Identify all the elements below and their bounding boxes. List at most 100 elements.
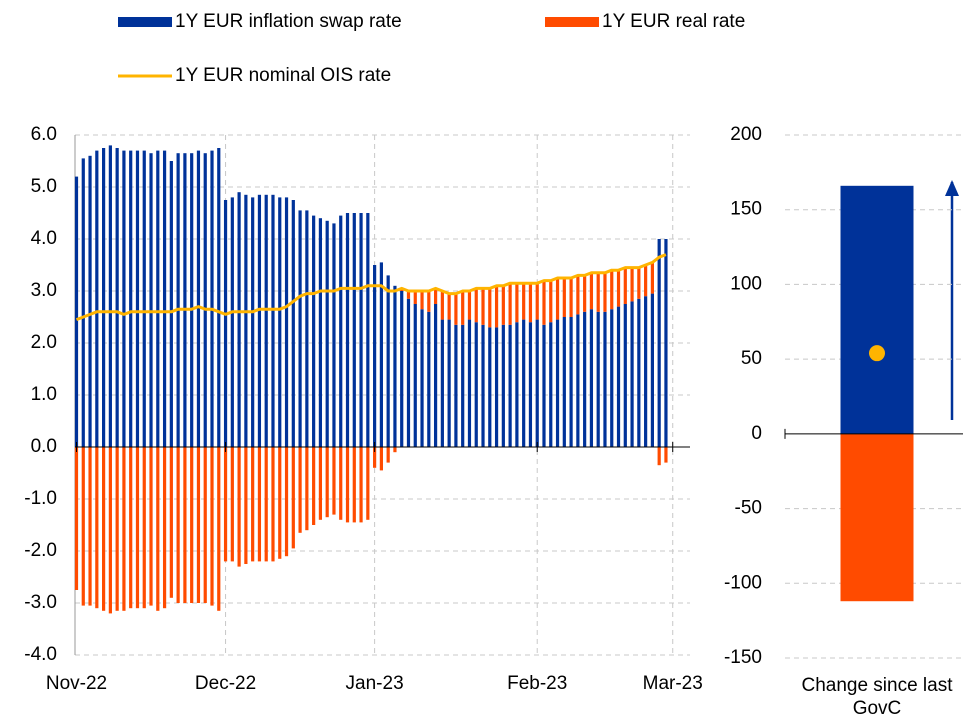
bar: [217, 148, 221, 447]
bar: [461, 324, 465, 447]
bar: [840, 185, 914, 434]
bar: [420, 291, 424, 310]
bar: [284, 447, 289, 557]
bar: [488, 327, 492, 447]
bar: [454, 293, 458, 325]
bar: [474, 288, 478, 323]
bar: [149, 153, 153, 447]
bar: [467, 319, 472, 447]
bar: [427, 311, 431, 447]
bar: [386, 275, 390, 447]
y-tick-label: 150: [730, 199, 762, 220]
bar: [528, 283, 533, 323]
y-tick-label: -100: [724, 572, 762, 593]
bar: [366, 213, 370, 447]
bar: [237, 192, 241, 447]
y-tick-label: -3.0: [24, 592, 57, 613]
bar: [616, 270, 621, 307]
y-tick-label: 0.0: [31, 436, 57, 457]
bar: [610, 270, 614, 310]
bar: [664, 447, 668, 463]
bar: [515, 283, 519, 323]
bar: [122, 447, 126, 611]
bar: [339, 447, 343, 520]
bar: [237, 447, 241, 567]
bar: [203, 153, 207, 447]
bar: [298, 447, 302, 533]
bar: [156, 447, 160, 611]
bar: [569, 317, 573, 447]
bar: [81, 158, 85, 447]
bar: [95, 150, 99, 447]
bar: [488, 288, 492, 328]
bar: [217, 447, 221, 611]
bar: [420, 309, 424, 447]
bar: [562, 278, 566, 317]
bar: [210, 150, 214, 447]
y-tick-label: 4.0: [31, 228, 57, 249]
bar: [291, 447, 295, 549]
bar: [467, 291, 472, 320]
dot: [869, 345, 885, 362]
y-tick-label: 5.0: [31, 176, 57, 197]
bar: [332, 447, 336, 515]
x-tick-label: Feb-23: [507, 673, 567, 694]
bar: [312, 447, 316, 525]
bar: [102, 447, 106, 611]
bar: [115, 447, 119, 611]
bar: [630, 301, 634, 447]
bar: [203, 447, 207, 603]
bar: [359, 213, 363, 447]
bar: [549, 322, 553, 447]
bar: [332, 223, 336, 447]
y-tick-label: -2.0: [24, 540, 57, 561]
bar: [149, 447, 153, 606]
x-tick-label: Dec-22: [195, 673, 256, 694]
bar: [542, 280, 546, 325]
bar: [102, 148, 106, 447]
bar: [257, 447, 262, 562]
bar: [251, 447, 255, 562]
bar: [278, 447, 282, 559]
bar: [379, 262, 383, 447]
bar: [657, 239, 661, 447]
bar: [406, 291, 411, 299]
line: [75, 253, 667, 322]
bar: [339, 215, 343, 447]
bar: [196, 447, 201, 603]
bar: [650, 293, 654, 447]
bar: [142, 150, 146, 447]
y-tick-label: 100: [730, 273, 762, 294]
bar: [413, 291, 417, 304]
bar: [359, 447, 363, 523]
bar: [508, 283, 512, 325]
bar: [501, 324, 505, 447]
y-tick-label: 50: [741, 348, 762, 369]
y-tick-label: -150: [724, 647, 762, 668]
bar: [129, 447, 133, 609]
bar: [596, 272, 600, 312]
bar: [406, 298, 411, 447]
x-tick-label-box: Change since last GovC: [801, 675, 952, 719]
bar: [135, 447, 140, 609]
bar: [535, 319, 539, 447]
bar: [305, 210, 309, 447]
bar: [603, 272, 607, 312]
bar: [447, 319, 451, 447]
bar: [481, 324, 485, 447]
bar: [501, 285, 505, 325]
bar: [325, 447, 329, 518]
x-tick-label: Jan-23: [346, 673, 404, 694]
legend-swatch: [118, 17, 172, 27]
bar: [223, 200, 228, 447]
y-tick-label: 1.0: [31, 384, 57, 405]
bar: [555, 319, 560, 447]
bar: [142, 447, 146, 609]
bar: [190, 447, 194, 603]
bar: [122, 150, 126, 447]
bar: [616, 306, 621, 447]
bar: [657, 447, 661, 466]
bar: [162, 150, 167, 447]
bar: [162, 447, 167, 609]
